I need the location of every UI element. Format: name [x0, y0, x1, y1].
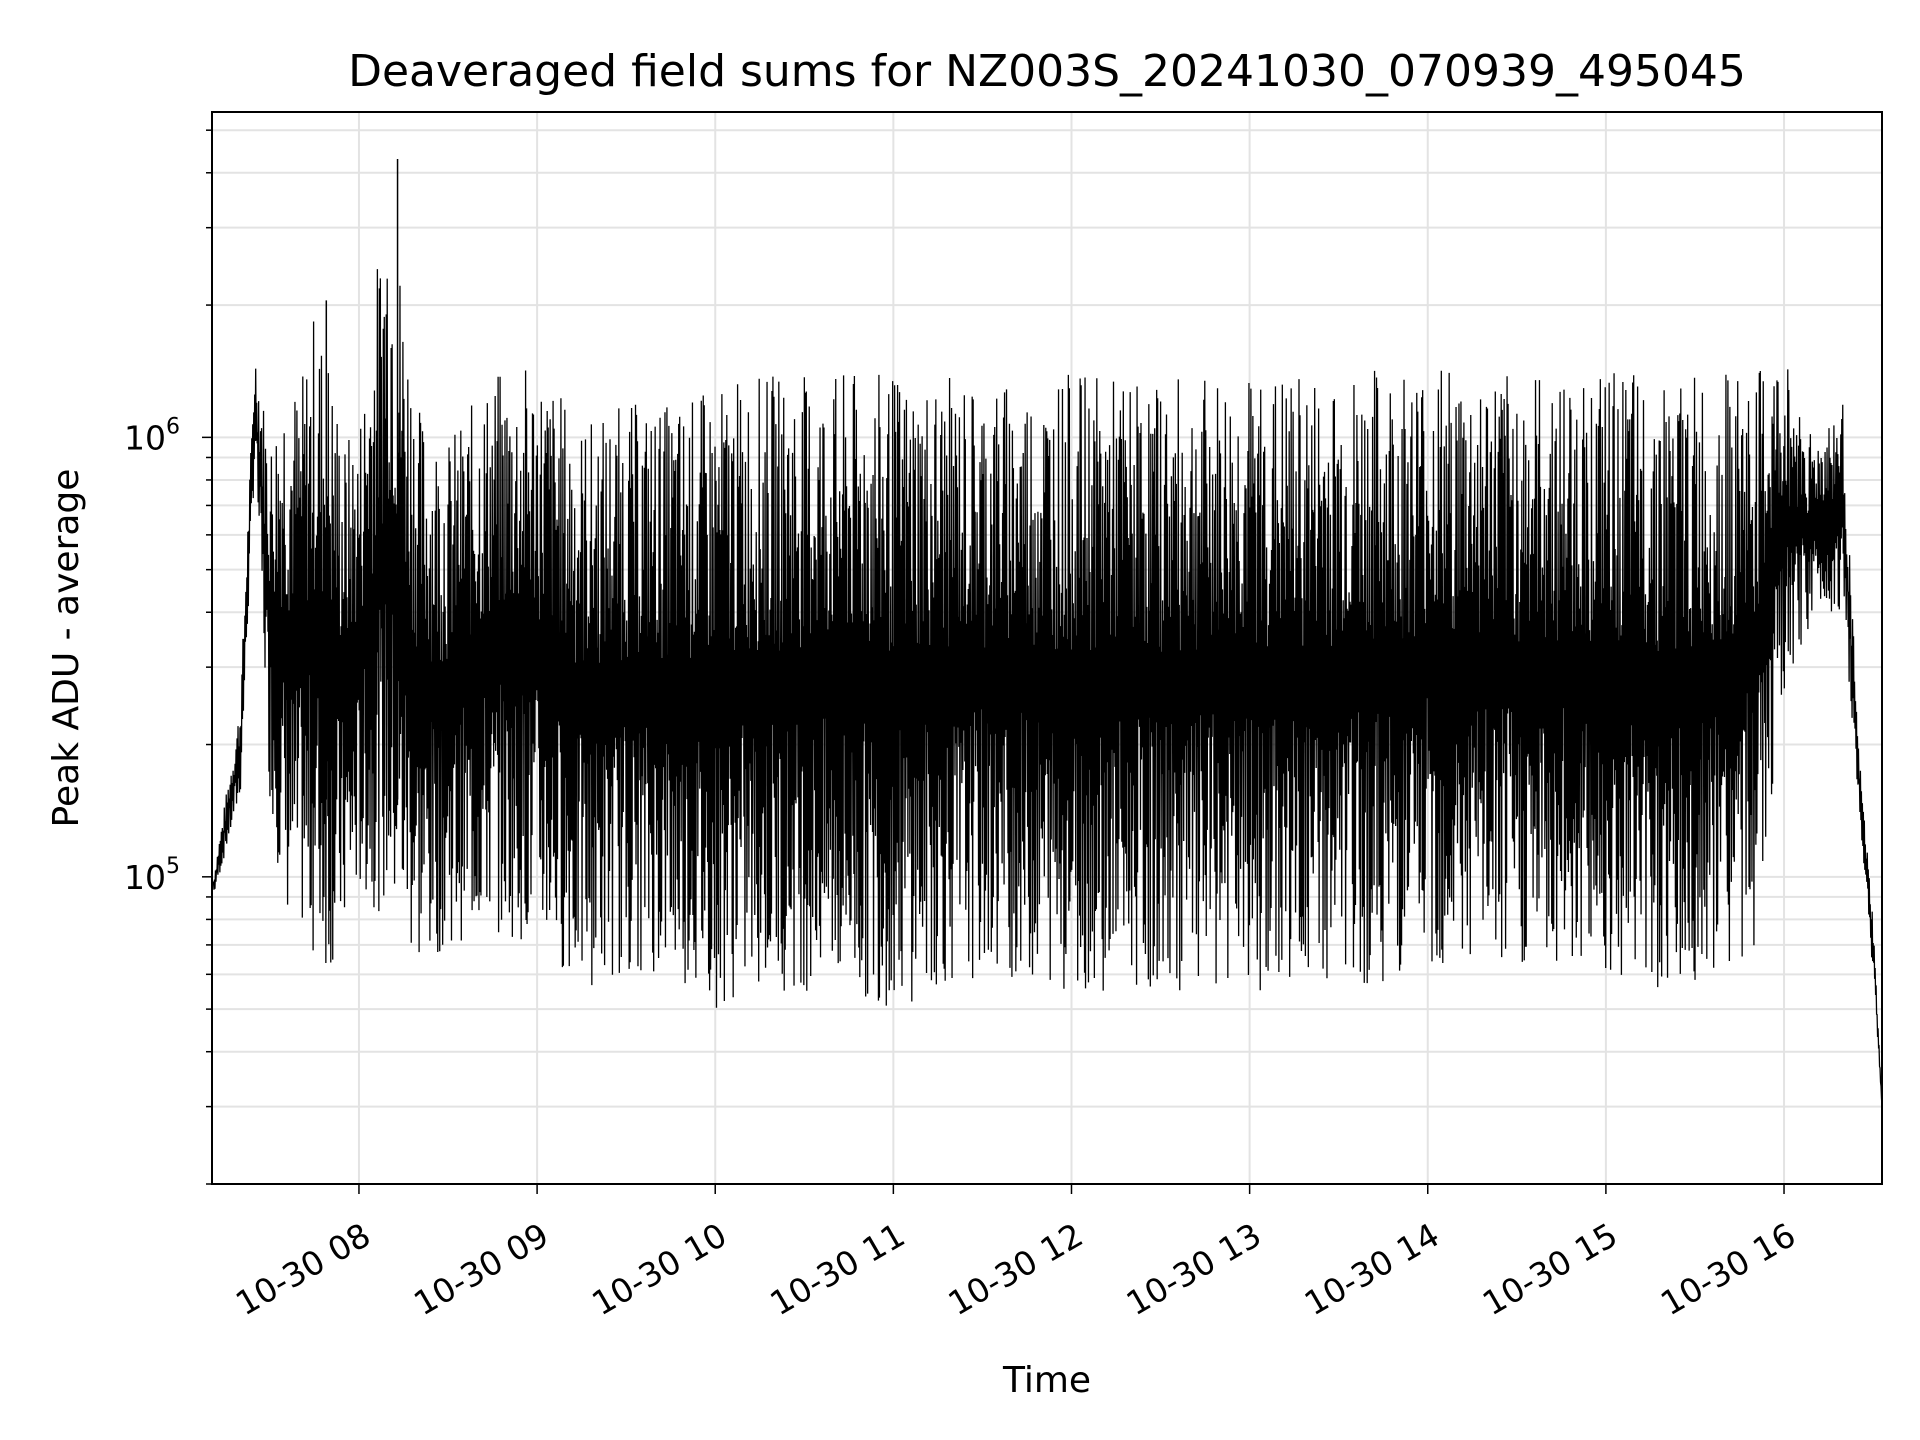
series-line — [212, 269, 1883, 1107]
plot-area — [212, 158, 1883, 1107]
y-tick-base: 10 — [124, 418, 166, 457]
y-tick-exponent: 6 — [166, 414, 180, 439]
y-tick-label: 105 — [124, 854, 180, 897]
y-tick-exponent: 5 — [166, 854, 180, 879]
x-axis-label: Time — [1002, 1360, 1091, 1401]
plot-frame — [211, 111, 1883, 1185]
y-axis-label: Peak ADU - average — [46, 469, 87, 828]
y-tick-label: 106 — [124, 414, 180, 457]
chart-title: Deaveraged field sums for NZ003S_2024103… — [348, 46, 1746, 97]
y-tick-base: 10 — [124, 858, 166, 897]
